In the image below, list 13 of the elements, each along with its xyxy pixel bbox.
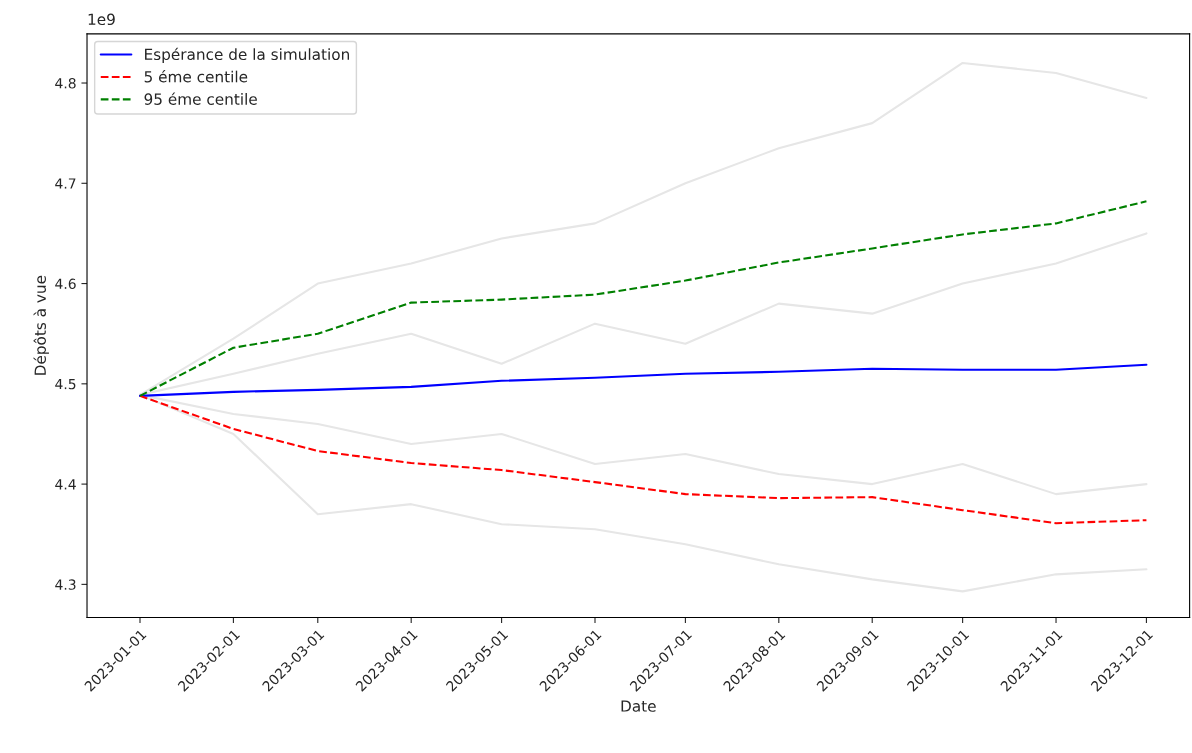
y-tick-label: 4.3: [55, 579, 76, 590]
text: 1e9: [88, 13, 115, 26]
legend-label: 95 éme centile: [144, 92, 257, 105]
y-tick-label: 4.5: [55, 378, 76, 390]
legend-label: 5 éme centile: [144, 70, 248, 83]
line-series: [138, 363, 1148, 397]
x-axis-title: Date: [621, 700, 656, 712]
y-axis-title: Dépôts à vue: [33, 275, 49, 375]
y-tick-label: 4.7: [55, 178, 76, 189]
y-tick-label: 4.6: [55, 278, 76, 290]
y-tick-label: 4.8: [55, 77, 76, 89]
y-tick-label: 4.4: [55, 479, 76, 490]
legend-label: Espérance de la simulation: [145, 47, 349, 64]
